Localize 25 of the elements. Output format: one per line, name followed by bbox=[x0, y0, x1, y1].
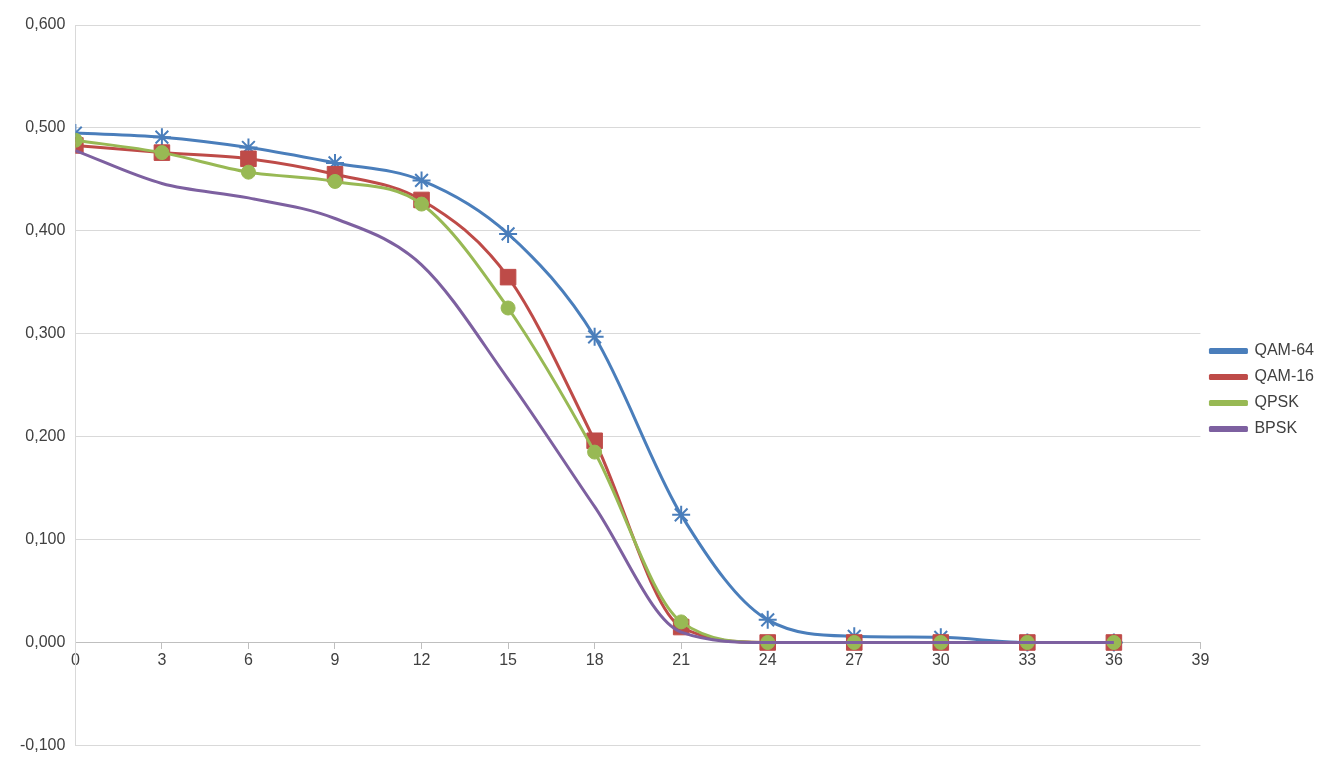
x-tick-label: 18 bbox=[585, 651, 604, 669]
x-tick-label: 24 bbox=[758, 651, 777, 669]
x-tick-label: 27 bbox=[845, 651, 864, 669]
x-tick-label: 21 bbox=[672, 651, 691, 669]
x-tick-label: 6 bbox=[244, 651, 253, 669]
x-tick-label: 12 bbox=[412, 651, 431, 669]
x-tick-label: 15 bbox=[499, 651, 518, 669]
y-tick-label: 0,600 bbox=[25, 15, 66, 33]
legend-label: QAM-64 bbox=[1254, 341, 1315, 359]
y-tick-label: 0,000 bbox=[25, 632, 66, 650]
legend-label: QPSK bbox=[1254, 393, 1300, 411]
x-tick-label: 30 bbox=[931, 651, 950, 669]
x-tick-label: 39 bbox=[1191, 651, 1210, 669]
legend-label: QAM-16 bbox=[1254, 367, 1315, 385]
y-tick-label: -0,100 bbox=[19, 735, 66, 753]
y-tick-label: 0,100 bbox=[25, 529, 66, 547]
legend-label: BPSK bbox=[1254, 419, 1298, 437]
x-tick-label: 36 bbox=[1104, 651, 1123, 669]
x-tick-label: 33 bbox=[1018, 651, 1037, 669]
y-tick-label: 0,300 bbox=[25, 324, 66, 342]
x-tick-label: 3 bbox=[157, 651, 167, 669]
y-tick-label: 0,200 bbox=[25, 427, 66, 445]
y-tick-label: 0,500 bbox=[25, 118, 66, 136]
y-tick-label: 0,400 bbox=[25, 221, 66, 239]
x-tick-label: 9 bbox=[330, 651, 340, 669]
